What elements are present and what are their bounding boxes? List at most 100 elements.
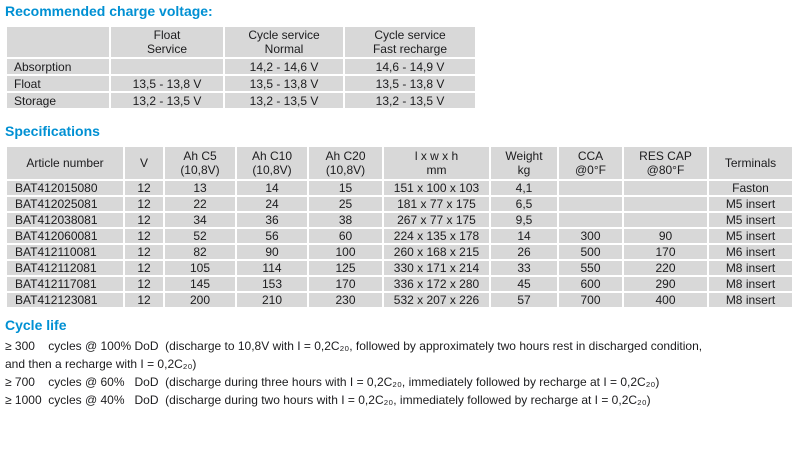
cell-article-number: BAT412123081	[5, 291, 125, 309]
cell-res-cap: 220	[622, 259, 709, 277]
cell-cca	[557, 195, 624, 213]
table-header-row: Article number V Ah C5 (10,8V) Ah C10 (1…	[5, 145, 794, 181]
cell-ah-c20: 100	[307, 243, 384, 261]
cell-voltage: 12	[123, 291, 165, 309]
cell-cca: 500	[557, 243, 624, 261]
table-row: Storage 13,2 - 13,5 V 13,2 - 13,5 V 13,2 - …	[5, 91, 477, 110]
cell-terminals: M5 insert	[707, 227, 794, 245]
cycle-life-line: ≥ 300 cycles @ 100% DoD (discharge to 10…	[5, 339, 703, 353]
cell-article-number: BAT412117081	[5, 275, 125, 293]
cell-ah-c10: 153	[235, 275, 309, 293]
cell-dimensions: 336 x 172 x 280	[382, 275, 491, 293]
col-header-terminals: Terminals	[707, 145, 794, 181]
cell-voltage: 12	[123, 243, 165, 261]
col-header-float-service: Float Service	[109, 25, 225, 59]
cell-float-service: 13,2 - 13,5 V	[109, 91, 225, 110]
cycle-life-text: ≥ 300 cycles @ 100% DoD (discharge to 10…	[5, 337, 806, 409]
col-header-ah-c10: Ah C10 (10,8V)	[235, 145, 309, 181]
cell-ah-c10: 36	[235, 211, 309, 229]
cycle-life-line: ≥ 1000 cycles @ 40% DoD (discharge durin…	[5, 393, 651, 407]
cell-terminals: M5 insert	[707, 195, 794, 213]
cell-weight: 26	[489, 243, 559, 261]
row-label: Float	[5, 74, 111, 93]
cell-cca	[557, 211, 624, 229]
col-header-ah-c20: Ah C20 (10,8V)	[307, 145, 384, 181]
cell-weight: 14	[489, 227, 559, 245]
cell-res-cap	[622, 211, 709, 229]
cell-terminals: M6 insert	[707, 243, 794, 261]
col-header-cycle-fast: Cycle service Fast recharge	[343, 25, 477, 59]
table-row: BAT412112081 12 105 114 125 330 x 171 x 214 33…	[5, 259, 794, 277]
specifications-header: Article number V Ah C5 (10,8V) Ah C10 (1…	[5, 145, 794, 181]
charge-voltage-body: Absorption 14,2 - 14,6 V 14,6 - 14,9 V Floa…	[5, 57, 477, 110]
col-header-empty	[5, 25, 111, 59]
cell-voltage: 12	[123, 259, 165, 277]
cell-voltage: 12	[123, 211, 165, 229]
cell-res-cap: 170	[622, 243, 709, 261]
datasheet-page: Recommended charge voltage: Float Servic…	[5, 3, 806, 409]
cell-voltage: 12	[123, 179, 165, 197]
cell-cycle-fast: 13,2 - 13,5 V	[343, 91, 477, 110]
cell-weight: 57	[489, 291, 559, 309]
table-row: BAT412123081 12 200 210 230 532 x 207 x 226 57…	[5, 291, 794, 309]
col-header-voltage: V	[123, 145, 165, 181]
cell-ah-c5: 22	[163, 195, 237, 213]
cell-cycle-fast: 14,6 - 14,9 V	[343, 57, 477, 76]
cell-ah-c20: 25	[307, 195, 384, 213]
cell-voltage: 12	[123, 195, 165, 213]
cell-terminals: M8 insert	[707, 275, 794, 293]
cell-article-number: BAT412015080	[5, 179, 125, 197]
cell-res-cap	[622, 195, 709, 213]
specifications-body: BAT412015080 12 13 14 15 151 x 100 x 103 4,1 Fa…	[5, 179, 794, 309]
cell-ah-c10: 90	[235, 243, 309, 261]
cell-ah-c10: 14	[235, 179, 309, 197]
cell-dimensions: 330 x 171 x 214	[382, 259, 491, 277]
col-header-dimensions: l x w x h mm	[382, 145, 491, 181]
cell-cycle-fast: 13,5 - 13,8 V	[343, 74, 477, 93]
cell-res-cap: 400	[622, 291, 709, 309]
col-header-ah-c5: Ah C5 (10,8V)	[163, 145, 237, 181]
charge-voltage-title: Recommended charge voltage:	[5, 3, 213, 19]
cell-dimensions: 181 x 77 x 175	[382, 195, 491, 213]
charge-voltage-table: Float Service Cycle service Normal Cycle…	[5, 25, 477, 110]
cycle-life-line: ≥ 700 cycles @ 60% DoD (discharge during…	[5, 375, 660, 389]
cell-weight: 45	[489, 275, 559, 293]
charge-voltage-header: Float Service Cycle service Normal Cycle…	[5, 25, 477, 59]
cell-article-number: BAT412038081	[5, 211, 125, 229]
cell-dimensions: 260 x 168 x 215	[382, 243, 491, 261]
table-row: BAT412110081 12 82 90 100 260 x 168 x 215 26 50…	[5, 243, 794, 261]
cell-weight: 6,5	[489, 195, 559, 213]
cell-ah-c10: 210	[235, 291, 309, 309]
row-label: Absorption	[5, 57, 111, 76]
cell-ah-c5: 145	[163, 275, 237, 293]
table-row: BAT412060081 12 52 56 60 224 x 135 x 178 14 300…	[5, 227, 794, 245]
cell-ah-c20: 15	[307, 179, 384, 197]
cell-ah-c5: 34	[163, 211, 237, 229]
table-header-row: Float Service Cycle service Normal Cycle…	[5, 25, 477, 59]
cell-weight: 4,1	[489, 179, 559, 197]
table-row: Float 13,5 - 13,8 V 13,5 - 13,8 V 13,5 - 13…	[5, 74, 477, 93]
cell-ah-c20: 60	[307, 227, 384, 245]
cell-cycle-normal: 13,5 - 13,8 V	[223, 74, 345, 93]
cell-weight: 33	[489, 259, 559, 277]
cell-terminals: M5 insert	[707, 211, 794, 229]
cell-ah-c10: 114	[235, 259, 309, 277]
cell-cca: 600	[557, 275, 624, 293]
cell-ah-c20: 170	[307, 275, 384, 293]
cell-terminals: Faston	[707, 179, 794, 197]
cycle-life-title: Cycle life	[5, 317, 67, 333]
cell-ah-c5: 13	[163, 179, 237, 197]
cell-ah-c20: 230	[307, 291, 384, 309]
col-header-cca: CCA @0°F	[557, 145, 624, 181]
table-row: Absorption 14,2 - 14,6 V 14,6 - 14,9 V	[5, 57, 477, 76]
cell-ah-c5: 105	[163, 259, 237, 277]
col-header-cycle-normal: Cycle service Normal	[223, 25, 345, 59]
cell-terminals: M8 insert	[707, 291, 794, 309]
col-header-weight: Weight kg	[489, 145, 559, 181]
cell-res-cap	[622, 179, 709, 197]
col-header-article-number: Article number	[5, 145, 125, 181]
table-row: BAT412117081 12 145 153 170 336 x 172 x 280 45…	[5, 275, 794, 293]
cell-cca: 700	[557, 291, 624, 309]
cell-dimensions: 224 x 135 x 178	[382, 227, 491, 245]
cell-dimensions: 151 x 100 x 103	[382, 179, 491, 197]
